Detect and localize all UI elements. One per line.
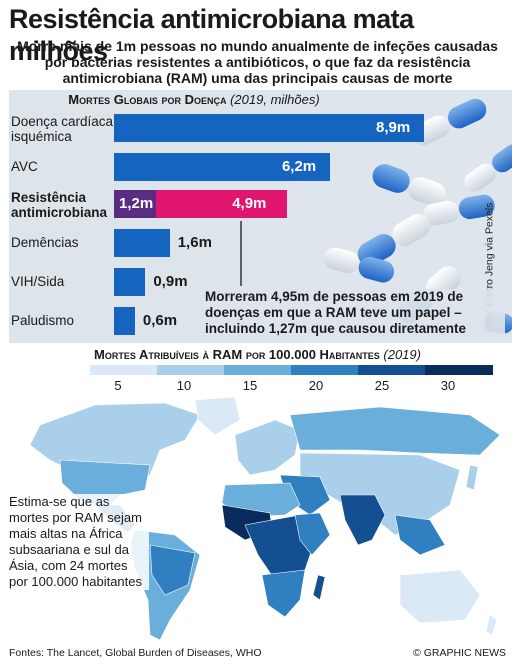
scale-tick-label: 20 — [308, 378, 324, 393]
bar-value-label: 1,6m — [177, 234, 212, 251]
page-subtitle: Morre mais de 1m pessoas no mundo anualm… — [0, 38, 515, 86]
subtitle-line-2: por bactérias resistentes a antibióticos… — [44, 54, 471, 70]
scale-swatch — [90, 365, 158, 375]
bar-category-label: VIH/Sida — [11, 274, 65, 289]
bar — [114, 307, 135, 335]
map-title: Mortes Atribuíveis à RAM por 100.000 Hab… — [0, 347, 515, 362]
bar-category-label: AVC — [11, 159, 38, 174]
map-russia — [289, 406, 501, 456]
bar-category-label: Paludismo — [11, 313, 75, 328]
map-color-scale — [90, 365, 493, 375]
bar — [114, 114, 424, 142]
scale-tick-label: 5 — [114, 378, 122, 393]
map-south-asia — [339, 494, 386, 546]
scale-swatch — [157, 365, 225, 375]
map-madagascar — [312, 574, 326, 601]
bar-value-label: 6,2m — [281, 158, 317, 175]
scale-tick-label: 15 — [242, 378, 258, 393]
bar-value-label: 4,9m — [232, 195, 267, 212]
map-brazil — [149, 544, 196, 596]
subtitle-line-3: antimicrobiana (RAM) uma das principais … — [62, 70, 453, 86]
bar — [114, 229, 170, 257]
map-new-zealand — [485, 614, 498, 636]
scale-swatch — [358, 365, 426, 375]
scale-tick-label: 10 — [176, 378, 192, 393]
map-australia — [399, 569, 481, 624]
bar-secondary — [155, 190, 288, 218]
map-southeast-asia — [394, 514, 446, 556]
scale-swatch — [224, 365, 292, 375]
bar-value-label: 8,9m — [376, 119, 411, 136]
scale-swatch — [425, 365, 493, 375]
bar-chart-subtitle: (2019, milhões) — [230, 92, 320, 107]
page-title: Resistência antimicrobiana mata milhões — [9, 4, 414, 66]
brand-credit: © GRAPHIC NEWS — [413, 647, 506, 659]
map-europe — [234, 419, 301, 476]
map-greenland — [194, 396, 241, 436]
subtitle-line-1: Morre mais de 1m pessoas no mundo anualm… — [17, 38, 498, 54]
bar — [114, 268, 146, 296]
map-southern-africa — [261, 569, 306, 618]
bar-category-label: Demências — [11, 235, 79, 250]
bar-value-label: 0,6m — [142, 312, 178, 329]
bar-value-label: 1,2m — [119, 195, 154, 212]
bar-chart-title-text: Mortes Globais por Doença — [68, 92, 227, 107]
bar — [114, 153, 330, 181]
scale-swatch — [291, 365, 359, 375]
amr-annotation: Morreram 4,95m de pessoas em 2019 de doe… — [205, 289, 505, 337]
sources: Fontes: The Lancet, Global Burden of Dis… — [9, 647, 262, 659]
scale-tick-label: 25 — [374, 378, 390, 393]
bar-category-label: Doença cardíaca isquémica — [11, 114, 114, 144]
map-japan — [465, 464, 479, 491]
bar — [114, 190, 156, 218]
map-east-africa — [294, 512, 331, 556]
bar-chart-title: Mortes Globais por Doença (2019, milhões… — [9, 92, 379, 107]
map-title-text: Mortes Atribuíveis à RAM por 100.000 Hab… — [94, 347, 380, 362]
map-annotation: Estima-se que as mortes por RAM sejam ma… — [9, 494, 149, 590]
map-subtitle: (2019) — [383, 347, 421, 362]
scale-tick-label: 30 — [440, 378, 456, 393]
bar-value-label: 0,9m — [153, 273, 188, 290]
bar-category-label: Resistência antimicrobiana — [11, 190, 108, 220]
annotation-leader — [240, 221, 242, 286]
